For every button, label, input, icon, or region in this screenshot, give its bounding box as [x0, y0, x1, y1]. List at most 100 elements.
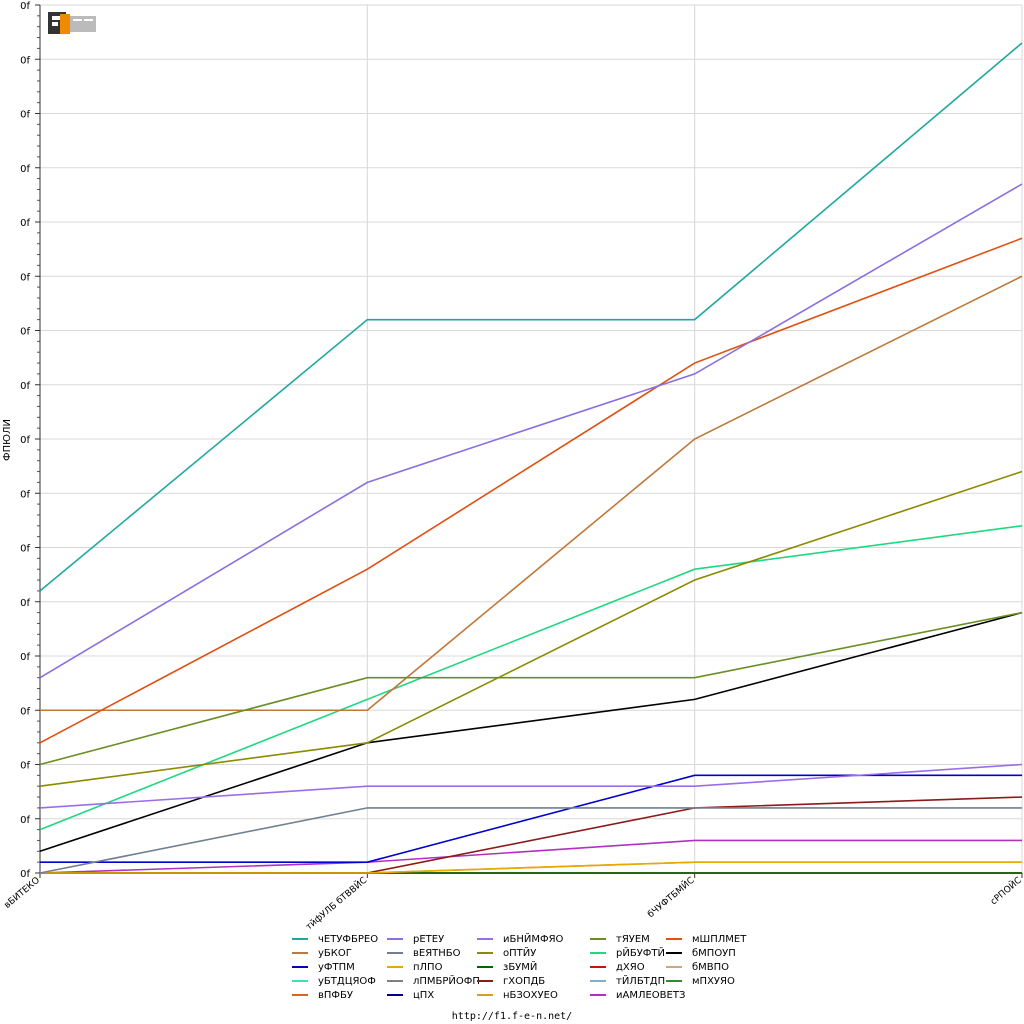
legend-swatch	[590, 994, 606, 996]
y-tick-label: 0f	[20, 652, 30, 663]
legend-item: вПФБУ	[292, 988, 353, 1002]
y-tick-label: 0f	[20, 218, 30, 229]
legend-item: нБЗОХУЕО	[477, 988, 558, 1002]
legend-label: гХОПДБ	[503, 975, 546, 987]
legend-swatch	[590, 952, 606, 954]
y-tick-label: 0f	[20, 598, 30, 609]
y-tick-label: 0f	[20, 869, 30, 880]
legend-item: чЕТУФБРЕО	[292, 932, 378, 946]
legend-label: иБНЙМФЯО	[503, 933, 564, 945]
legend-label: мПХУЯО	[692, 975, 735, 987]
legend-swatch	[292, 980, 308, 982]
y-tick-label: 0f	[20, 272, 30, 283]
legend-item: рЙБУФТЙ	[590, 946, 665, 960]
legend-item: цПХ	[387, 988, 434, 1002]
legend-label: лПМБРЙОФП	[413, 975, 480, 987]
series-line-чЕТУФБРЕО	[39, 42, 1023, 592]
legend-item: тЙЛБТДП	[590, 974, 665, 988]
legend-label: уБКОГ	[318, 947, 352, 959]
legend-swatch	[477, 952, 493, 954]
legend-swatch	[590, 966, 606, 968]
y-tick-label: 0f	[20, 55, 30, 66]
legend-item: иБНЙМФЯО	[477, 932, 563, 946]
legend-label: чЕТУФБРЕО	[318, 933, 379, 945]
x-tick-label: вБИТЕКО	[3, 876, 42, 911]
legend-item: гХОПДБ	[477, 974, 545, 988]
series-line-пЛПО	[40, 861, 1022, 874]
legend-item: лПМБРЙОФП	[387, 974, 480, 988]
legend-label: вЕЯТНБО	[413, 947, 461, 959]
legend-swatch	[666, 952, 682, 954]
legend-swatch	[477, 966, 493, 968]
series-lines	[39, 42, 1023, 874]
legend-label: бМПОУП	[692, 947, 736, 959]
legend-swatch	[387, 952, 403, 954]
f1fen-logo	[48, 8, 98, 36]
series-line-вЕЯТНБО	[39, 807, 1022, 874]
legend-swatch	[477, 994, 493, 996]
legend-item: оПТЙУ	[477, 946, 536, 960]
legend-label: бМВПО	[692, 961, 730, 973]
y-tick-label: 0f	[20, 489, 30, 500]
series-line-мШПЛМЕТ	[39, 237, 1023, 744]
legend-item: зБУМЙ	[477, 960, 537, 974]
x-tick-labels: вБИТЕКО тйфУЛБ бТВВЙС бЧУФТБМЙС сРПОЙС	[3, 874, 1024, 932]
legend-item: тЯУЕМ	[590, 932, 650, 946]
legend-label: мШПЛМЕТ	[692, 933, 747, 945]
y-tick-label: 0f	[20, 110, 30, 121]
y-tick-label: 0f	[20, 706, 30, 717]
y-tick-label: 0f	[20, 164, 30, 175]
series-line-рЕТЕУ	[39, 183, 1023, 679]
x-tick-label: бЧУФТБМЙС	[645, 874, 697, 920]
legend-swatch	[477, 938, 493, 940]
legend-label: тЙЛБТДП	[616, 975, 666, 987]
legend-label: тЯУЕМ	[616, 933, 650, 945]
legend-swatch	[387, 966, 403, 968]
series-line-иАМЛЕОВЕТЗ	[39, 839, 1022, 874]
legend-label: уФТПМ	[318, 961, 355, 973]
legend-swatch	[666, 966, 682, 968]
legend-swatch	[666, 938, 682, 940]
legend-swatch	[387, 938, 403, 940]
legend-swatch	[477, 980, 493, 982]
legend-swatch	[292, 938, 308, 940]
y-tick-labels: 0f 0f 0f 0f 0f 0f 0f 0f 0f 0f 0f 0f 0f 0f 0f 0f 0f	[20, 1, 30, 880]
legend-item: мШПЛМЕТ	[666, 932, 746, 946]
legend-swatch	[292, 994, 308, 996]
legend-label: рЙБУФТЙ	[616, 947, 665, 959]
legend-swatch	[666, 980, 682, 982]
legend-label: зБУМЙ	[503, 961, 538, 973]
y-tick-label: 0f	[20, 544, 30, 555]
legend-label: нБЗОХУЕО	[503, 989, 558, 1001]
legend-item: бМВПО	[666, 960, 729, 974]
series-line-бМПОУП	[39, 611, 1023, 853]
chart-legend: чЕТУФБРЕО уБКОГ уФТПМ уБТДЦЯОФ вПФБУ рЕТЕУ вЕЯ…	[292, 932, 812, 1001]
y-tick-label: 0f	[20, 1, 30, 12]
x-tick-label: сРПОЙС	[988, 874, 1024, 907]
footer-url[interactable]: http://f1.f-e-n.net/	[451, 1011, 573, 1022]
legend-swatch	[590, 980, 606, 982]
legend-item: пЛПО	[387, 960, 442, 974]
legend-item: вЕЯТНБО	[387, 946, 461, 960]
legend-swatch	[387, 980, 403, 982]
series-line-иБНЙМФЯО	[39, 763, 1023, 809]
y-axis-label: ФПЮЛИ	[2, 419, 13, 461]
legend-label: цПХ	[413, 989, 435, 1001]
chart-axes	[35, 4, 1023, 878]
y-tick-label: 0f	[20, 381, 30, 392]
legend-item: иАМЛЕОВЕТЗ	[590, 988, 685, 1002]
legend-label: уБТДЦЯОФ	[318, 975, 376, 987]
legend-label: дХЯО	[616, 961, 645, 973]
legend-swatch	[292, 966, 308, 968]
legend-swatch	[590, 938, 606, 940]
legend-item: мПХУЯО	[666, 974, 735, 988]
series-line-тЯУЕМ	[39, 611, 1023, 766]
y-tick-label: 0f	[20, 815, 30, 826]
legend-label: рЕТЕУ	[413, 933, 445, 945]
legend-label: оПТЙУ	[503, 947, 537, 959]
y-tick-label: 0f	[20, 327, 30, 338]
legend-item: уБТДЦЯОФ	[292, 974, 376, 988]
legend-item: бМПОУП	[666, 946, 736, 960]
chart-grid	[39, 4, 1023, 874]
